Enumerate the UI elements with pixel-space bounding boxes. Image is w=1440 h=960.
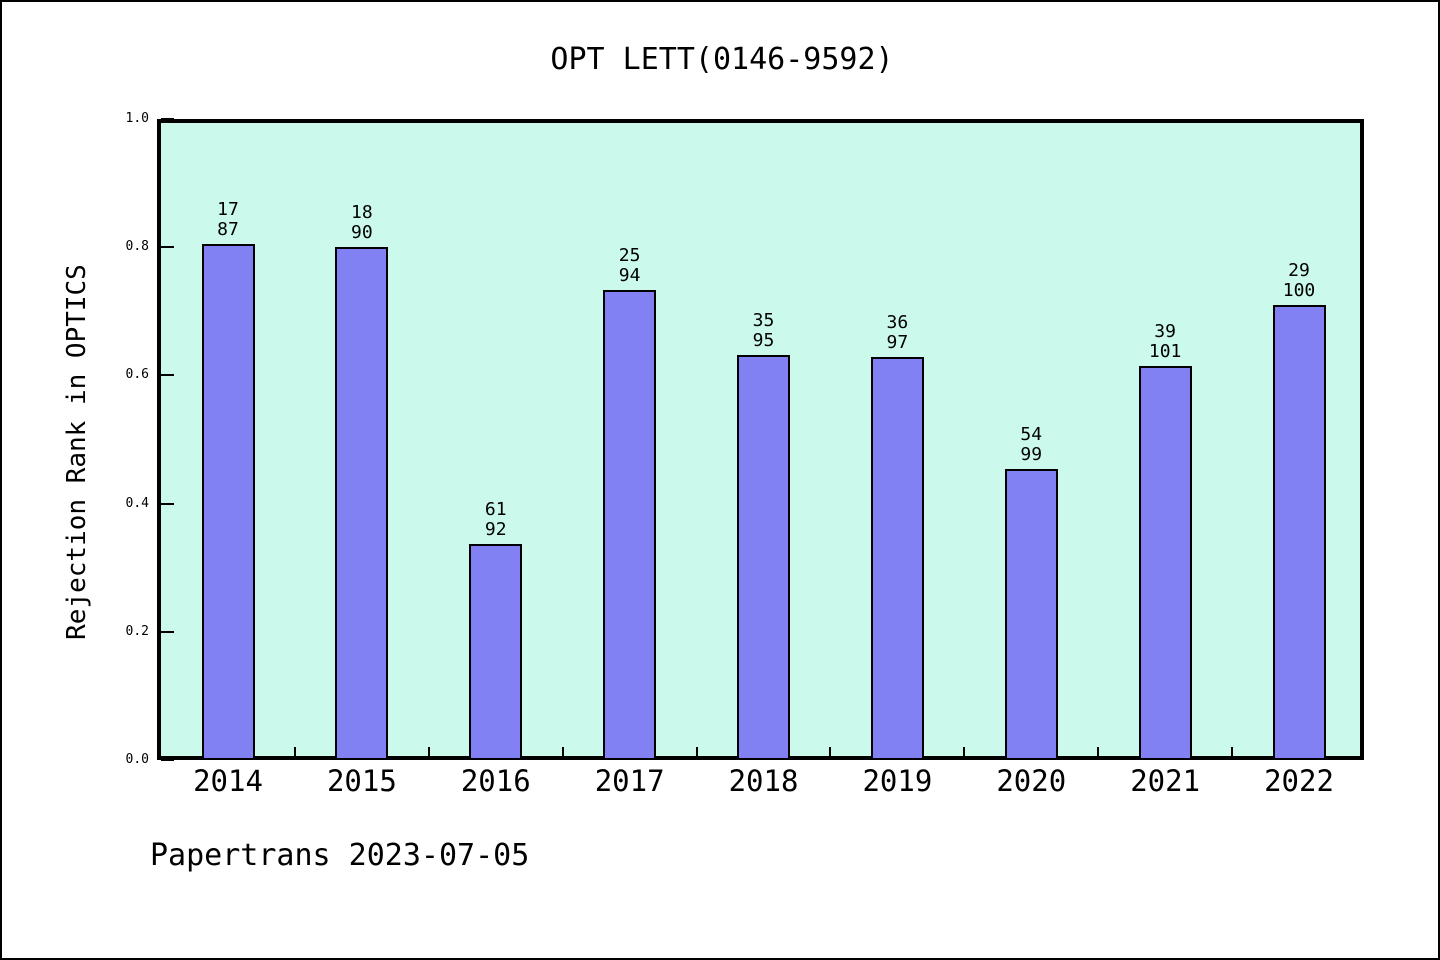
x-minor-tick (829, 747, 832, 756)
x-tick-label-2016: 2016 (460, 764, 531, 798)
y-major-tick (161, 118, 174, 120)
bar-2020 (1004, 468, 1058, 760)
bar-2022 (1272, 304, 1326, 760)
y-tick-label: 1.0 (125, 111, 149, 126)
x-tick-label-2017: 2017 (594, 764, 665, 798)
x-minor-tick (293, 747, 296, 756)
bar-value-label: 17 87 (217, 199, 239, 241)
x-tick-label-2020: 2020 (996, 764, 1067, 798)
bar-value-label: 25 94 (618, 244, 641, 286)
y-tick-label: 0.4 (125, 495, 149, 511)
bar-value-label: 29 100 (1282, 259, 1316, 301)
y-tick-label: 0.6 (125, 367, 149, 383)
x-tick-label-2014: 2014 (193, 764, 263, 798)
x-tick-label-2021: 2021 (1130, 764, 1201, 798)
bar-2018 (737, 355, 790, 760)
x-tick-label-2018: 2018 (728, 764, 799, 798)
bar-value-label: 54 99 (1020, 423, 1043, 465)
bar-value-label: 36 97 (886, 311, 909, 353)
y-tick-label: 0.8 (125, 239, 149, 255)
bar-2014 (201, 244, 255, 760)
y-major-tick (161, 630, 174, 633)
bar-value-label: 61 92 (484, 498, 507, 540)
x-minor-tick (1097, 747, 1100, 756)
x-minor-tick (963, 747, 966, 756)
y-major-tick (161, 374, 174, 377)
bar-2015 (335, 247, 389, 760)
x-minor-tick (561, 747, 564, 756)
bar-2017 (603, 289, 657, 760)
y-major-tick (161, 246, 174, 249)
bar-value-label: 18 90 (351, 202, 373, 244)
chart-title: OPT LETT(0146-9592) (550, 42, 894, 77)
x-tick-label-2022: 2022 (1264, 764, 1334, 798)
x-minor-tick (695, 747, 698, 756)
y-major-tick (161, 502, 174, 505)
bar-2016 (469, 543, 523, 760)
y-tick-label: 0.2 (125, 623, 149, 639)
bar-2019 (870, 356, 924, 760)
bar-value-label: 35 95 (752, 310, 775, 352)
bar-value-label: 39 101 (1148, 321, 1182, 363)
x-tick-label-2019: 2019 (862, 764, 933, 798)
x-minor-tick (427, 747, 430, 756)
x-tick-label-2015: 2015 (326, 764, 397, 798)
y-major-tick (161, 759, 174, 761)
footer-text: Papertrans 2023-07-05 (150, 838, 530, 873)
x-minor-tick (1231, 747, 1234, 756)
bar-2021 (1138, 366, 1192, 760)
y-axis-label: Rejection Rank in OPTICS (62, 264, 92, 640)
y-tick-label: 0.0 (125, 752, 149, 767)
